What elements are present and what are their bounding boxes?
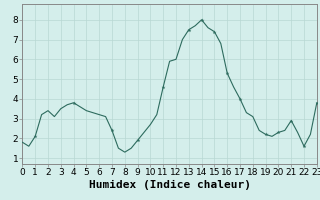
X-axis label: Humidex (Indice chaleur): Humidex (Indice chaleur)	[89, 180, 251, 190]
